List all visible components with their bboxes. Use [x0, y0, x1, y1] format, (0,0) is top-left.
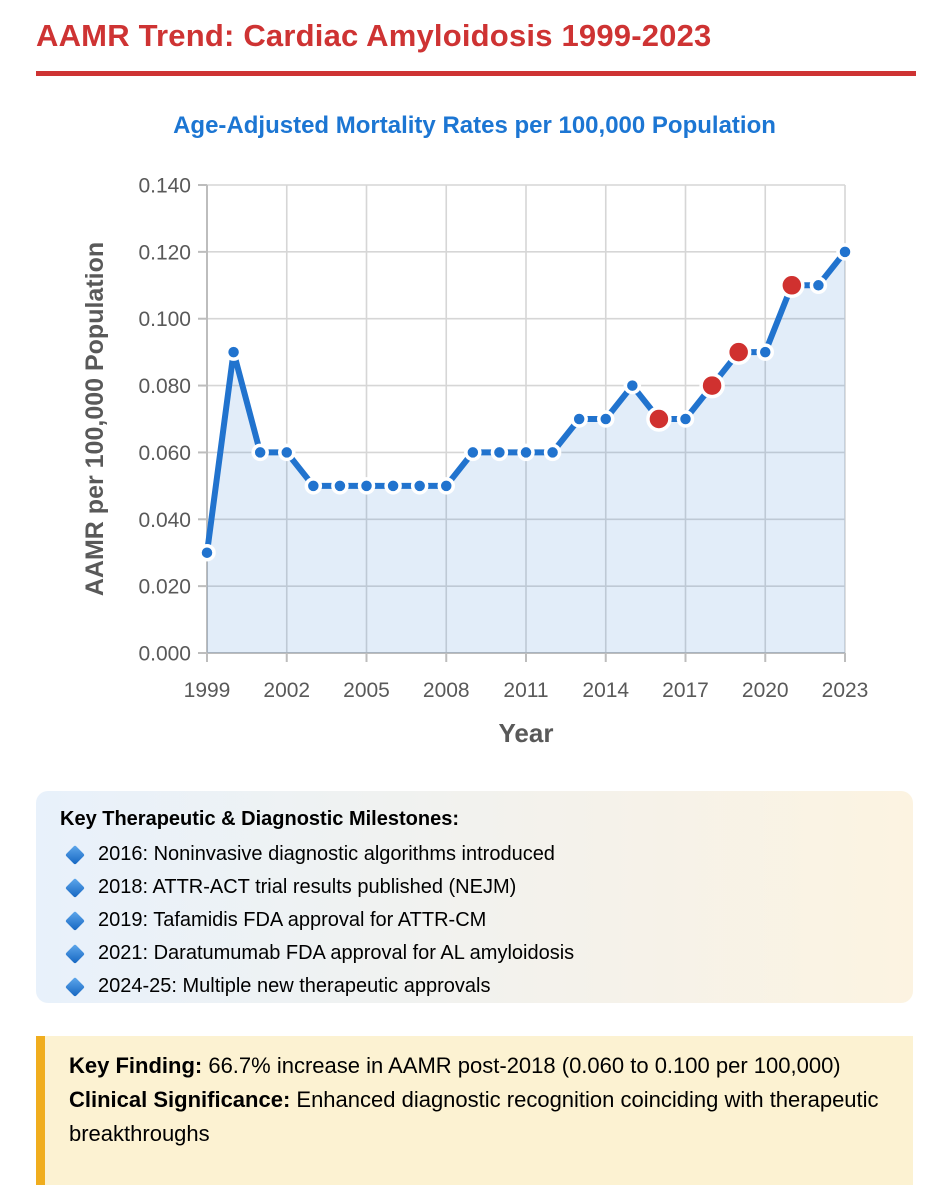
- svg-text:0.040: 0.040: [138, 509, 191, 532]
- data-point-2001: [251, 443, 269, 462]
- milestone-text: 2019: Tafamidis FDA approval for ATTR-CM: [98, 909, 487, 931]
- data-point-2022: [809, 276, 828, 295]
- key-finding-panel: Key Finding: 66.7% increase in AAMR post…: [36, 1036, 913, 1185]
- page-title: AAMR Trend: Cardiac Amyloidosis 1999-202…: [36, 18, 712, 53]
- chart-title: Age-Adjusted Mortality Rates per 100,000…: [173, 112, 776, 139]
- milestone-text: 2018: ATTR-ACT trial results published (…: [98, 876, 517, 898]
- aamr-trend-chart: 0.000 0.020 0.040 0.060 0.080 0.100 0.120 0.140…: [81, 175, 869, 749]
- data-point-2000: [224, 343, 243, 361]
- milestone-point-2016: [646, 406, 672, 432]
- milestone-item: 2024-25: Multiple new therapeutic approv…: [60, 970, 889, 1003]
- milestones-heading: Key Therapeutic & Diagnostic Milestones:: [60, 808, 459, 830]
- svg-text:0.020: 0.020: [138, 576, 191, 599]
- data-point-2003: [304, 477, 323, 495]
- clinical-significance-line: Clinical Significance: Enhanced diagnost…: [69, 1083, 889, 1151]
- x-tick-labels: 1999 2002 2005 2008 2011 2014 2017 2020 2023: [184, 679, 869, 702]
- svg-text:2005: 2005: [343, 679, 390, 702]
- data-points: [198, 243, 854, 562]
- axis-ticks: [198, 184, 846, 662]
- milestone-text: 2016: Noninvasive diagnostic algorithms …: [98, 843, 555, 865]
- diamond-icon: [65, 976, 85, 997]
- milestones-panel: Key Therapeutic & Diagnostic Milestones:…: [36, 791, 913, 1003]
- diamond-icon: [65, 877, 85, 898]
- svg-text:0.080: 0.080: [138, 375, 191, 398]
- data-point-1999: [198, 543, 216, 562]
- milestone-item: 2021: Daratumumab FDA approval for AL am…: [60, 937, 889, 970]
- milestone-text: 2021: Daratumumab FDA approval for AL am…: [98, 942, 575, 964]
- y-tick-labels: 0.000 0.020 0.040 0.060 0.080 0.100 0.120 0.140: [138, 175, 191, 666]
- diamond-icon: [65, 943, 85, 964]
- milestone-item: 2018: ATTR-ACT trial results published (…: [60, 871, 889, 904]
- data-point-2008: [437, 477, 455, 495]
- data-point-2020: [756, 343, 774, 361]
- svg-text:0.120: 0.120: [138, 241, 191, 264]
- title-underline-rule: [36, 71, 916, 76]
- data-point-2011: [517, 443, 535, 462]
- data-point-2010: [490, 443, 509, 462]
- data-point-2013: [570, 410, 588, 428]
- svg-text:2014: 2014: [582, 679, 629, 702]
- data-point-2009: [464, 443, 482, 462]
- clinical-significance-text: Enhanced diagnostic recognition coincidi…: [69, 1087, 879, 1146]
- svg-text:2008: 2008: [423, 679, 470, 702]
- svg-text:2017: 2017: [662, 679, 709, 702]
- key-finding-label: Key Finding:: [69, 1053, 203, 1078]
- milestone-item: 2019: Tafamidis FDA approval for ATTR-CM: [60, 904, 889, 937]
- svg-text:0.100: 0.100: [138, 308, 191, 331]
- x-axis-title: Year: [499, 718, 554, 748]
- milestones-list: 2016: Noninvasive diagnostic algorithms …: [60, 838, 889, 1003]
- milestone-point-2019: [725, 339, 752, 365]
- data-point-2004: [331, 477, 349, 495]
- clinical-significance-label: Clinical Significance:: [69, 1087, 291, 1112]
- svg-text:0.000: 0.000: [138, 643, 191, 666]
- svg-text:0.060: 0.060: [138, 442, 191, 465]
- y-axis-title: AAMR per 100,000 Population: [81, 242, 109, 596]
- svg-text:2011: 2011: [503, 679, 548, 702]
- milestone-point-2021: [779, 272, 805, 299]
- milestone-item: 2016: Noninvasive diagnostic algorithms …: [60, 838, 889, 871]
- data-point-2006: [384, 477, 402, 495]
- milestone-point-2018: [699, 372, 725, 399]
- svg-text:0.140: 0.140: [138, 175, 191, 198]
- milestone-text: 2024-25: Multiple new therapeutic approv…: [98, 975, 491, 997]
- svg-text:1999: 1999: [184, 679, 231, 702]
- diamond-icon: [65, 910, 85, 931]
- svg-text:2020: 2020: [742, 679, 789, 702]
- data-point-2015: [623, 376, 642, 395]
- key-finding-line: Key Finding: 66.7% increase in AAMR post…: [69, 1049, 889, 1083]
- data-point-2023: [836, 243, 854, 261]
- svg-text:2023: 2023: [822, 679, 869, 702]
- data-point-2002: [278, 443, 296, 462]
- data-point-2012: [543, 443, 562, 462]
- diamond-icon: [65, 844, 85, 865]
- key-finding-text: 66.7% increase in AAMR post-2018 (0.060 …: [202, 1053, 841, 1078]
- data-point-2005: [357, 477, 376, 495]
- data-point-2007: [410, 477, 429, 495]
- svg-text:2002: 2002: [263, 679, 310, 702]
- data-point-2017: [676, 410, 695, 428]
- data-point-2014: [597, 410, 615, 428]
